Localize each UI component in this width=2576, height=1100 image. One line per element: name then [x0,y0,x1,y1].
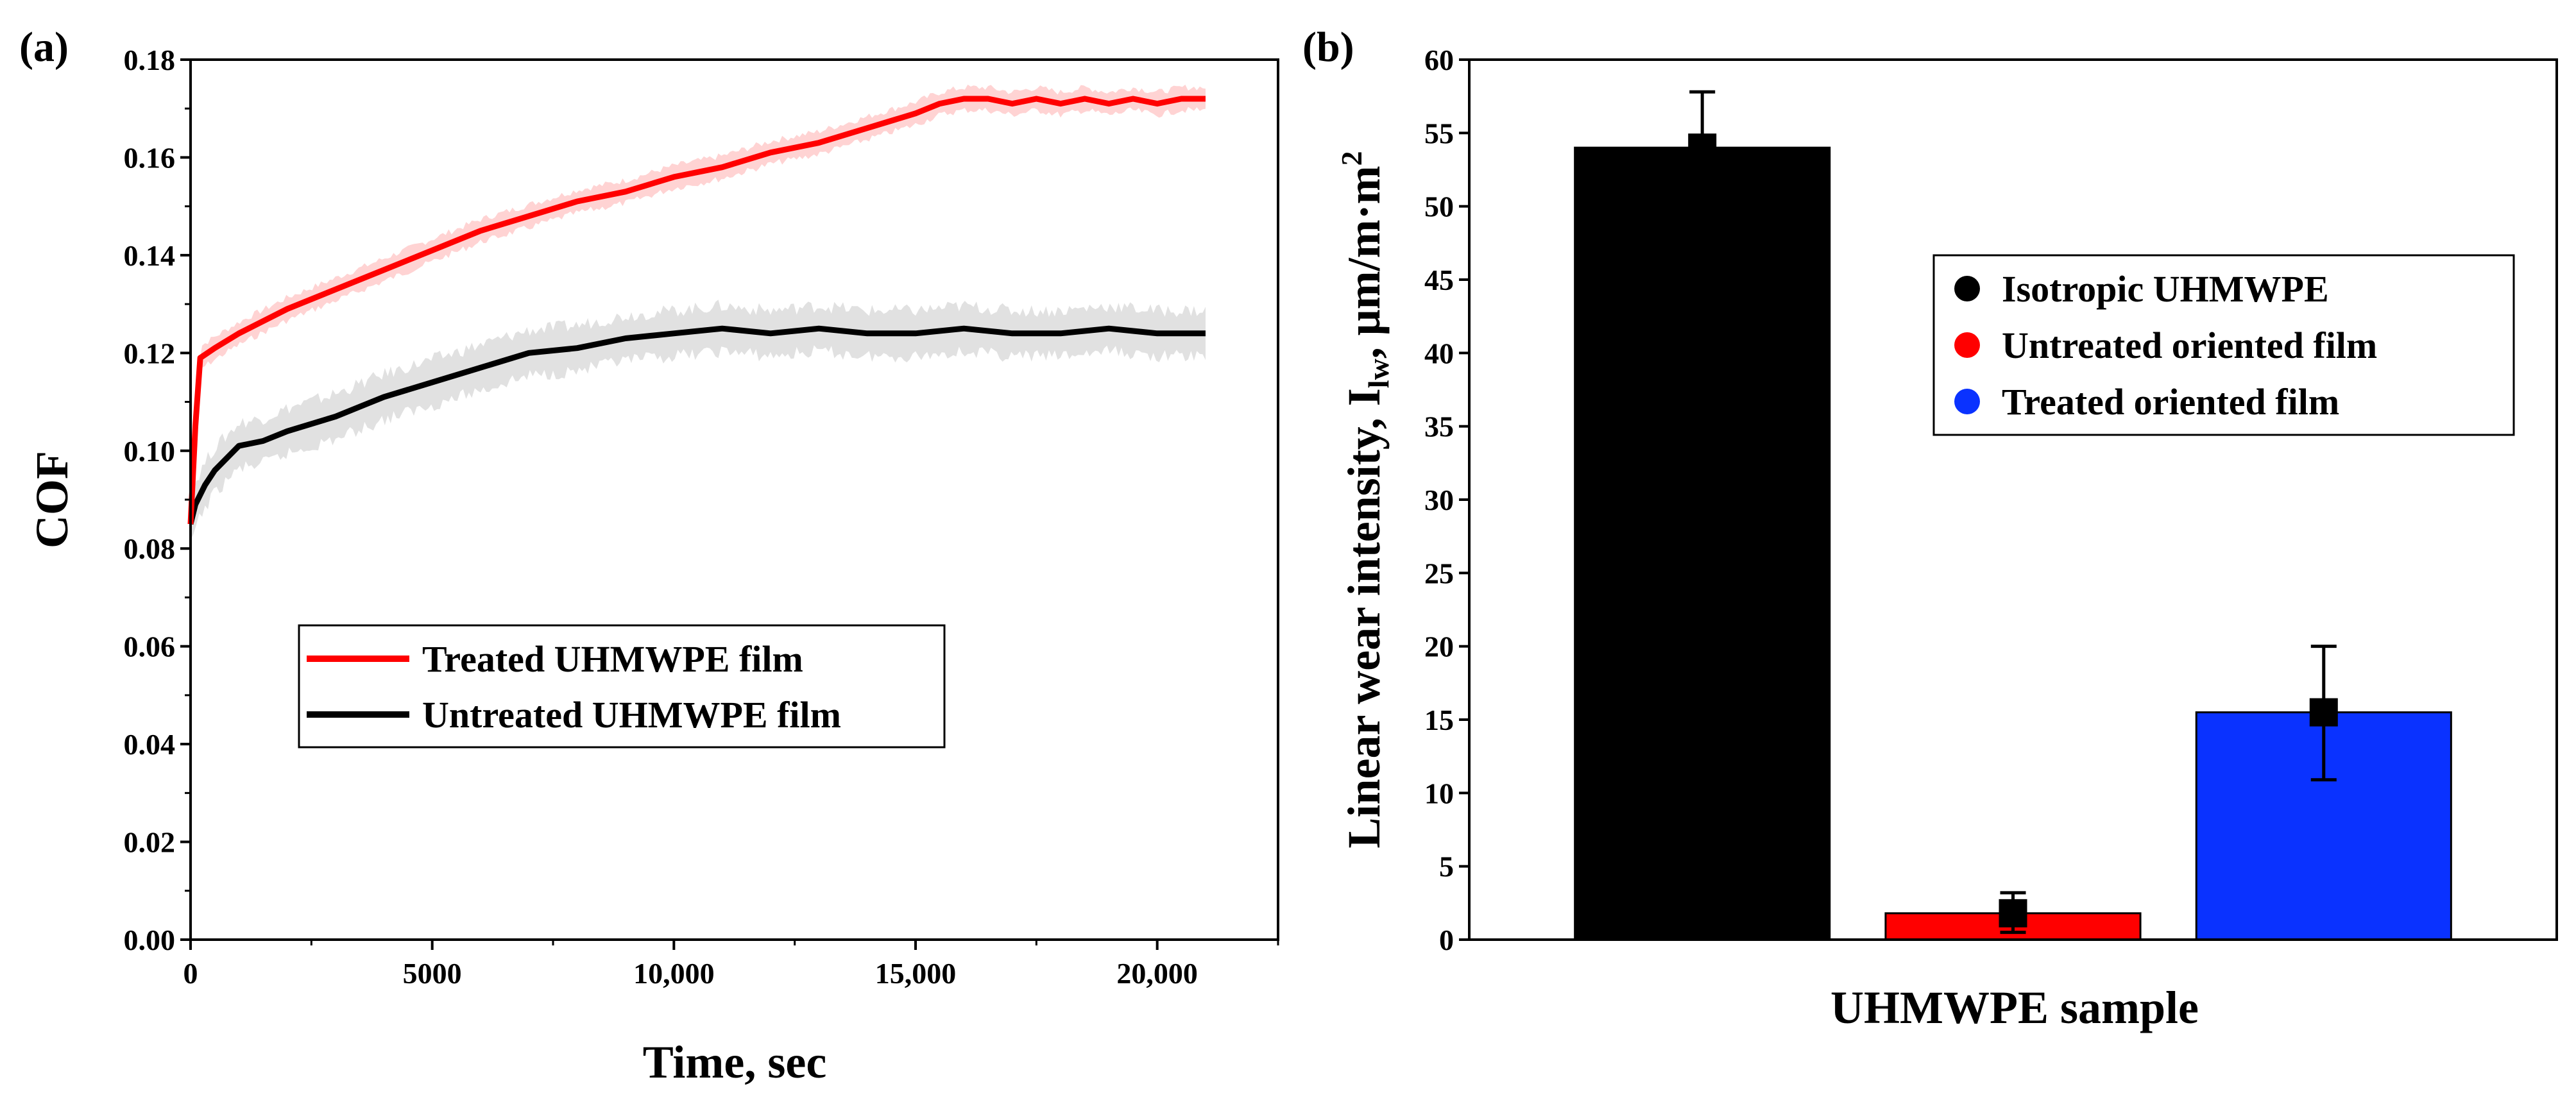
y-tick-label: 45 [1424,264,1454,296]
panel-a-cof-chart: (a) 0.00 0.02 0.04 0.06 0.08 0.10 0.12 0.14 0.16… [19,24,1279,1088]
x-tick-label: 15,000 [875,957,957,990]
panel-a-bands [191,84,1206,541]
panel-b-legend: Isotropic UHMWPE Untreated oriented film… [1932,254,2515,436]
y-tick-label: 60 [1424,44,1454,76]
panel-b-wear-chart: (b) 0 5 10 15 20 25 30 35 40 45 50 55 60 UHMWPE samp… [1302,24,2558,1033]
y-tick-label: 10 [1424,777,1454,809]
y-tick-label: 0.04 [124,728,176,761]
panel-a-lines [187,96,1206,525]
y-tick-label: 0.14 [124,239,176,272]
y-tick-label: 0.12 [124,337,176,369]
panel-b-y-label-sub: lw [1362,359,1395,388]
panel-a-frame [189,58,1279,941]
y-tick-label: 30 [1424,484,1454,516]
y-tick-label: 40 [1424,337,1454,369]
y-tick-label: 0.06 [124,630,176,663]
panel-b-legend-box [1932,254,2515,436]
y-tick-label: 0.16 [124,141,176,174]
y-tick-label: 0.10 [124,435,176,468]
y-tick-label: 0.18 [124,44,176,76]
panel-a-legend-box [298,624,946,749]
mean-marker [2309,698,2338,727]
y-tick-label: 20 [1424,630,1454,663]
panel-b-bars [1574,146,2452,941]
legend-label-treated-oriented: Treated oriented film [2002,381,2339,423]
panel-a-x-axis: 0 5000 10,000 15,000 20,000 [183,940,1279,990]
bar [1574,146,1831,941]
panel-a-label: (a) [19,24,69,71]
x-tick-label: 0 [183,957,198,990]
y-tick-label: 35 [1424,410,1454,443]
y-tick-label: 55 [1424,117,1454,149]
mean-marker [1999,899,2027,927]
x-tick-label: 5000 [403,957,462,990]
panel-b-y-label-sup: 2 [1335,151,1368,165]
legend-marker-untreated-oriented [1954,332,1980,358]
y-tick-label: 0.08 [124,532,176,565]
panel-b-y-axis: 0 5 10 15 20 25 30 35 40 45 50 55 60 [1424,44,1469,956]
series-line-1 [187,325,1206,525]
y-tick-label: 15 [1424,704,1454,736]
panel-b-label: (b) [1302,24,1354,71]
panel-b-y-axis-label: Linear wear intensity, Ilw, μm/m·m2 [1335,151,1395,848]
x-tick-label: 10,000 [633,957,715,990]
series-line-0 [187,96,1206,525]
y-tick-label: 50 [1424,190,1454,223]
panel-b-y-label-tail: , μm/m·m [1338,165,1390,359]
panel-b-x-axis-label: UHMWPE sample [1830,982,2199,1033]
legend-label-isotropic: Isotropic UHMWPE [2002,268,2329,310]
panel-a-y-axis: 0.00 0.02 0.04 0.06 0.08 0.10 0.12 0.14 0.16 0.18 [124,44,191,956]
legend-marker-treated-oriented [1954,389,1980,414]
panel-a-y-axis-label: COF [26,451,78,548]
mean-marker [1688,133,1717,162]
panel-b-error-bars [1688,90,2338,935]
y-tick-label: 0.02 [124,826,176,859]
legend-marker-isotropic [1954,276,1980,301]
legend-label-untreated: Untreated UHMWPE film [422,694,841,736]
panel-b-y-label-main: Linear wear intensity, I [1338,388,1390,848]
panel-a-x-axis-label: Time, sec [643,1037,827,1088]
series-band-1 [191,300,1206,541]
x-tick-label: 20,000 [1116,957,1198,990]
y-tick-label: 5 [1439,850,1454,883]
y-tick-label: 0.00 [124,924,176,956]
y-tick-label: 0 [1439,924,1454,956]
legend-label-treated: Treated UHMWPE film [422,638,803,680]
legend-label-untreated-oriented: Untreated oriented film [2002,325,2377,366]
panel-a-legend: Treated UHMWPE film Untreated UHMWPE fil… [298,624,946,749]
y-tick-label: 25 [1424,557,1454,589]
